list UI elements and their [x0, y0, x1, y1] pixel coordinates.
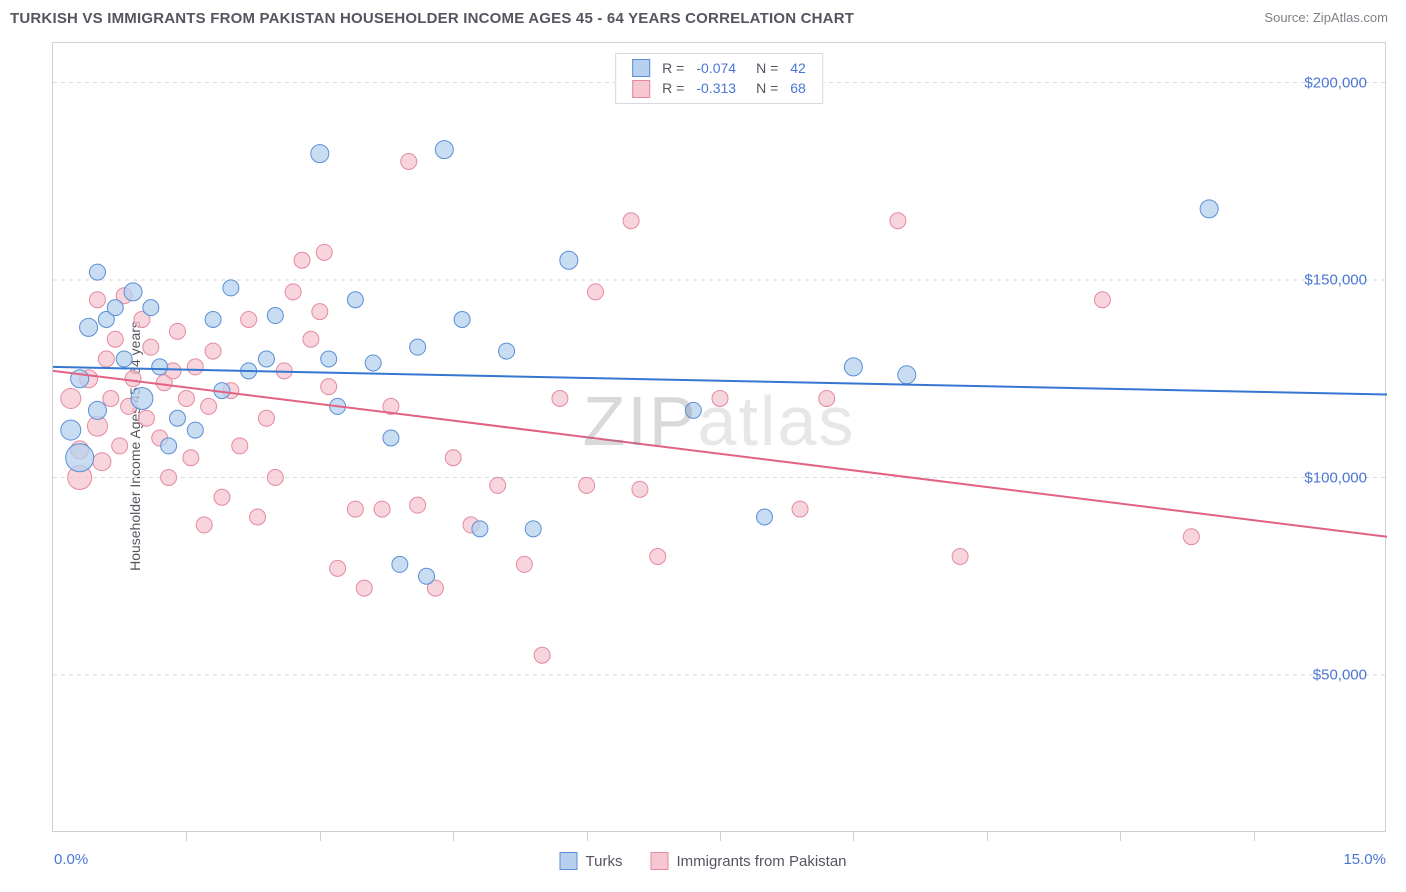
x-tick — [987, 831, 988, 841]
x-max-label: 15.0% — [1343, 851, 1386, 868]
x-tick — [453, 831, 454, 841]
x-tick — [186, 831, 187, 841]
y-tick-label: $150,000 — [1304, 272, 1367, 289]
x-tick — [1254, 831, 1255, 841]
stats-legend: R =-0.074N =42R =-0.313N =68 — [615, 53, 823, 104]
y-tick-label: $100,000 — [1304, 469, 1367, 486]
series-legend: Turks Immigrants from Pakistan — [560, 852, 847, 870]
chart-area: ZIPatlas R =-0.074N =42R =-0.313N =68 $5… — [52, 42, 1386, 832]
legend-item: Immigrants from Pakistan — [650, 852, 846, 870]
x-tick — [853, 831, 854, 841]
source-link[interactable]: ZipAtlas.com — [1313, 10, 1388, 25]
x-tick — [1120, 831, 1121, 841]
x-min-label: 0.0% — [54, 851, 88, 868]
x-tick — [587, 831, 588, 841]
source-line: Source: ZipAtlas.com — [1264, 10, 1388, 25]
y-tick-label: $50,000 — [1313, 667, 1367, 684]
x-tick — [320, 831, 321, 841]
y-tick-label: $200,000 — [1304, 74, 1367, 91]
x-tick — [720, 831, 721, 841]
source-label: Source: — [1264, 10, 1309, 25]
plot-svg — [53, 43, 1385, 831]
chart-title: TURKISH VS IMMIGRANTS FROM PAKISTAN HOUS… — [10, 10, 854, 27]
legend-item: Turks — [560, 852, 623, 870]
